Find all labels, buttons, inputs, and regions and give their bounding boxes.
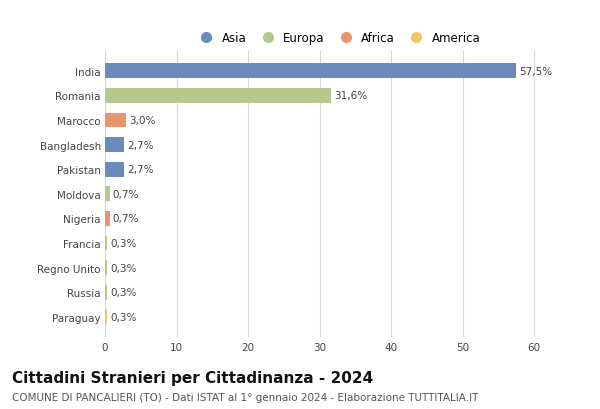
Bar bbox=[105, 211, 110, 226]
Text: 0,3%: 0,3% bbox=[110, 263, 136, 273]
Bar bbox=[105, 285, 107, 300]
Text: 2,7%: 2,7% bbox=[127, 140, 154, 150]
Text: 0,7%: 0,7% bbox=[113, 214, 139, 224]
Text: 3,0%: 3,0% bbox=[130, 116, 155, 126]
Bar bbox=[105, 162, 124, 177]
Bar bbox=[105, 261, 107, 275]
Text: 0,3%: 0,3% bbox=[110, 238, 136, 248]
Text: 31,6%: 31,6% bbox=[334, 91, 367, 101]
Text: COMUNE DI PANCALIERI (TO) - Dati ISTAT al 1° gennaio 2024 - Elaborazione TUTTITA: COMUNE DI PANCALIERI (TO) - Dati ISTAT a… bbox=[12, 392, 478, 402]
Text: 57,5%: 57,5% bbox=[519, 67, 553, 76]
Legend: Asia, Europa, Africa, America: Asia, Europa, Africa, America bbox=[191, 28, 484, 48]
Bar bbox=[105, 138, 124, 153]
Text: Cittadini Stranieri per Cittadinanza - 2024: Cittadini Stranieri per Cittadinanza - 2… bbox=[12, 370, 373, 385]
Bar bbox=[105, 113, 127, 128]
Text: 0,7%: 0,7% bbox=[113, 189, 139, 199]
Text: 0,3%: 0,3% bbox=[110, 288, 136, 297]
Bar bbox=[105, 236, 107, 251]
Text: 2,7%: 2,7% bbox=[127, 165, 154, 175]
Bar bbox=[105, 187, 110, 202]
Bar bbox=[105, 64, 517, 79]
Bar bbox=[105, 89, 331, 103]
Text: 0,3%: 0,3% bbox=[110, 312, 136, 322]
Bar bbox=[105, 310, 107, 324]
